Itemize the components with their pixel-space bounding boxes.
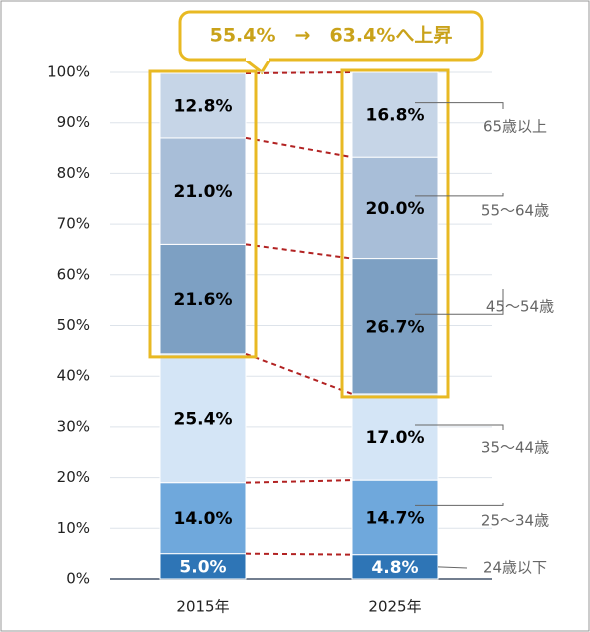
connector <box>245 352 353 395</box>
legend-label: 35～44歳 <box>481 439 549 457</box>
annotation-box <box>178 10 484 62</box>
legend-label: 45～54歳 <box>486 298 554 316</box>
bar-segment <box>159 482 247 555</box>
bar-segment <box>159 243 247 355</box>
y-tick-label: 80% <box>57 164 90 182</box>
legend-label: 24歳以下 <box>483 559 547 577</box>
y-tick-label: 0% <box>66 570 90 588</box>
y-tick-label: 100% <box>47 63 90 81</box>
bar-segment <box>351 479 439 556</box>
data-label: 26.7% <box>366 317 425 337</box>
bar-segment <box>351 554 439 580</box>
y-tick-label: 20% <box>57 468 90 486</box>
data-label: 14.0% <box>174 509 233 529</box>
data-label: 14.7% <box>366 508 425 528</box>
bar-segment <box>159 137 247 245</box>
legend-label: 65歳以上 <box>483 118 547 136</box>
y-tick-label: 50% <box>57 316 90 334</box>
y-tick-label: 10% <box>57 519 90 537</box>
highlight-box <box>148 69 258 359</box>
legend-label: 25～34歳 <box>481 512 549 530</box>
bar-segment <box>351 71 439 158</box>
data-label: 25.4% <box>174 409 233 429</box>
y-tick-label: 90% <box>57 113 90 131</box>
annotation: 55.4% → 63.4%へ上昇 <box>210 25 453 47</box>
data-label: 17.0% <box>366 428 425 448</box>
data-label: 21.0% <box>174 182 233 202</box>
bar-segment <box>351 258 439 395</box>
y-tick-label: 60% <box>57 265 90 283</box>
leader-line <box>415 289 504 315</box>
bar-segment <box>351 156 439 260</box>
x-tick-label: 2025年 <box>368 598 421 616</box>
data-label: 16.8% <box>366 106 425 126</box>
leader-line <box>415 503 504 506</box>
data-label: 21.6% <box>174 290 233 310</box>
y-tick-label: 70% <box>57 215 90 233</box>
y-tick-label: 30% <box>57 417 90 435</box>
x-tick-label: 2015年 <box>176 598 229 616</box>
bar-segment <box>159 553 247 580</box>
data-label: 20.0% <box>366 199 425 219</box>
leader-line <box>415 193 504 197</box>
leader-line <box>415 102 504 109</box>
leader-line <box>437 566 468 569</box>
data-label: 5.0% <box>179 557 226 577</box>
legend-label: 55～64歳 <box>481 202 549 220</box>
bar-segment <box>159 353 247 484</box>
bar-segment <box>159 72 247 139</box>
highlight-box <box>340 68 450 399</box>
data-label: 12.8% <box>174 96 233 116</box>
data-label: 4.8% <box>371 558 418 578</box>
leader-line <box>415 424 504 430</box>
y-tick-label: 40% <box>57 367 90 385</box>
